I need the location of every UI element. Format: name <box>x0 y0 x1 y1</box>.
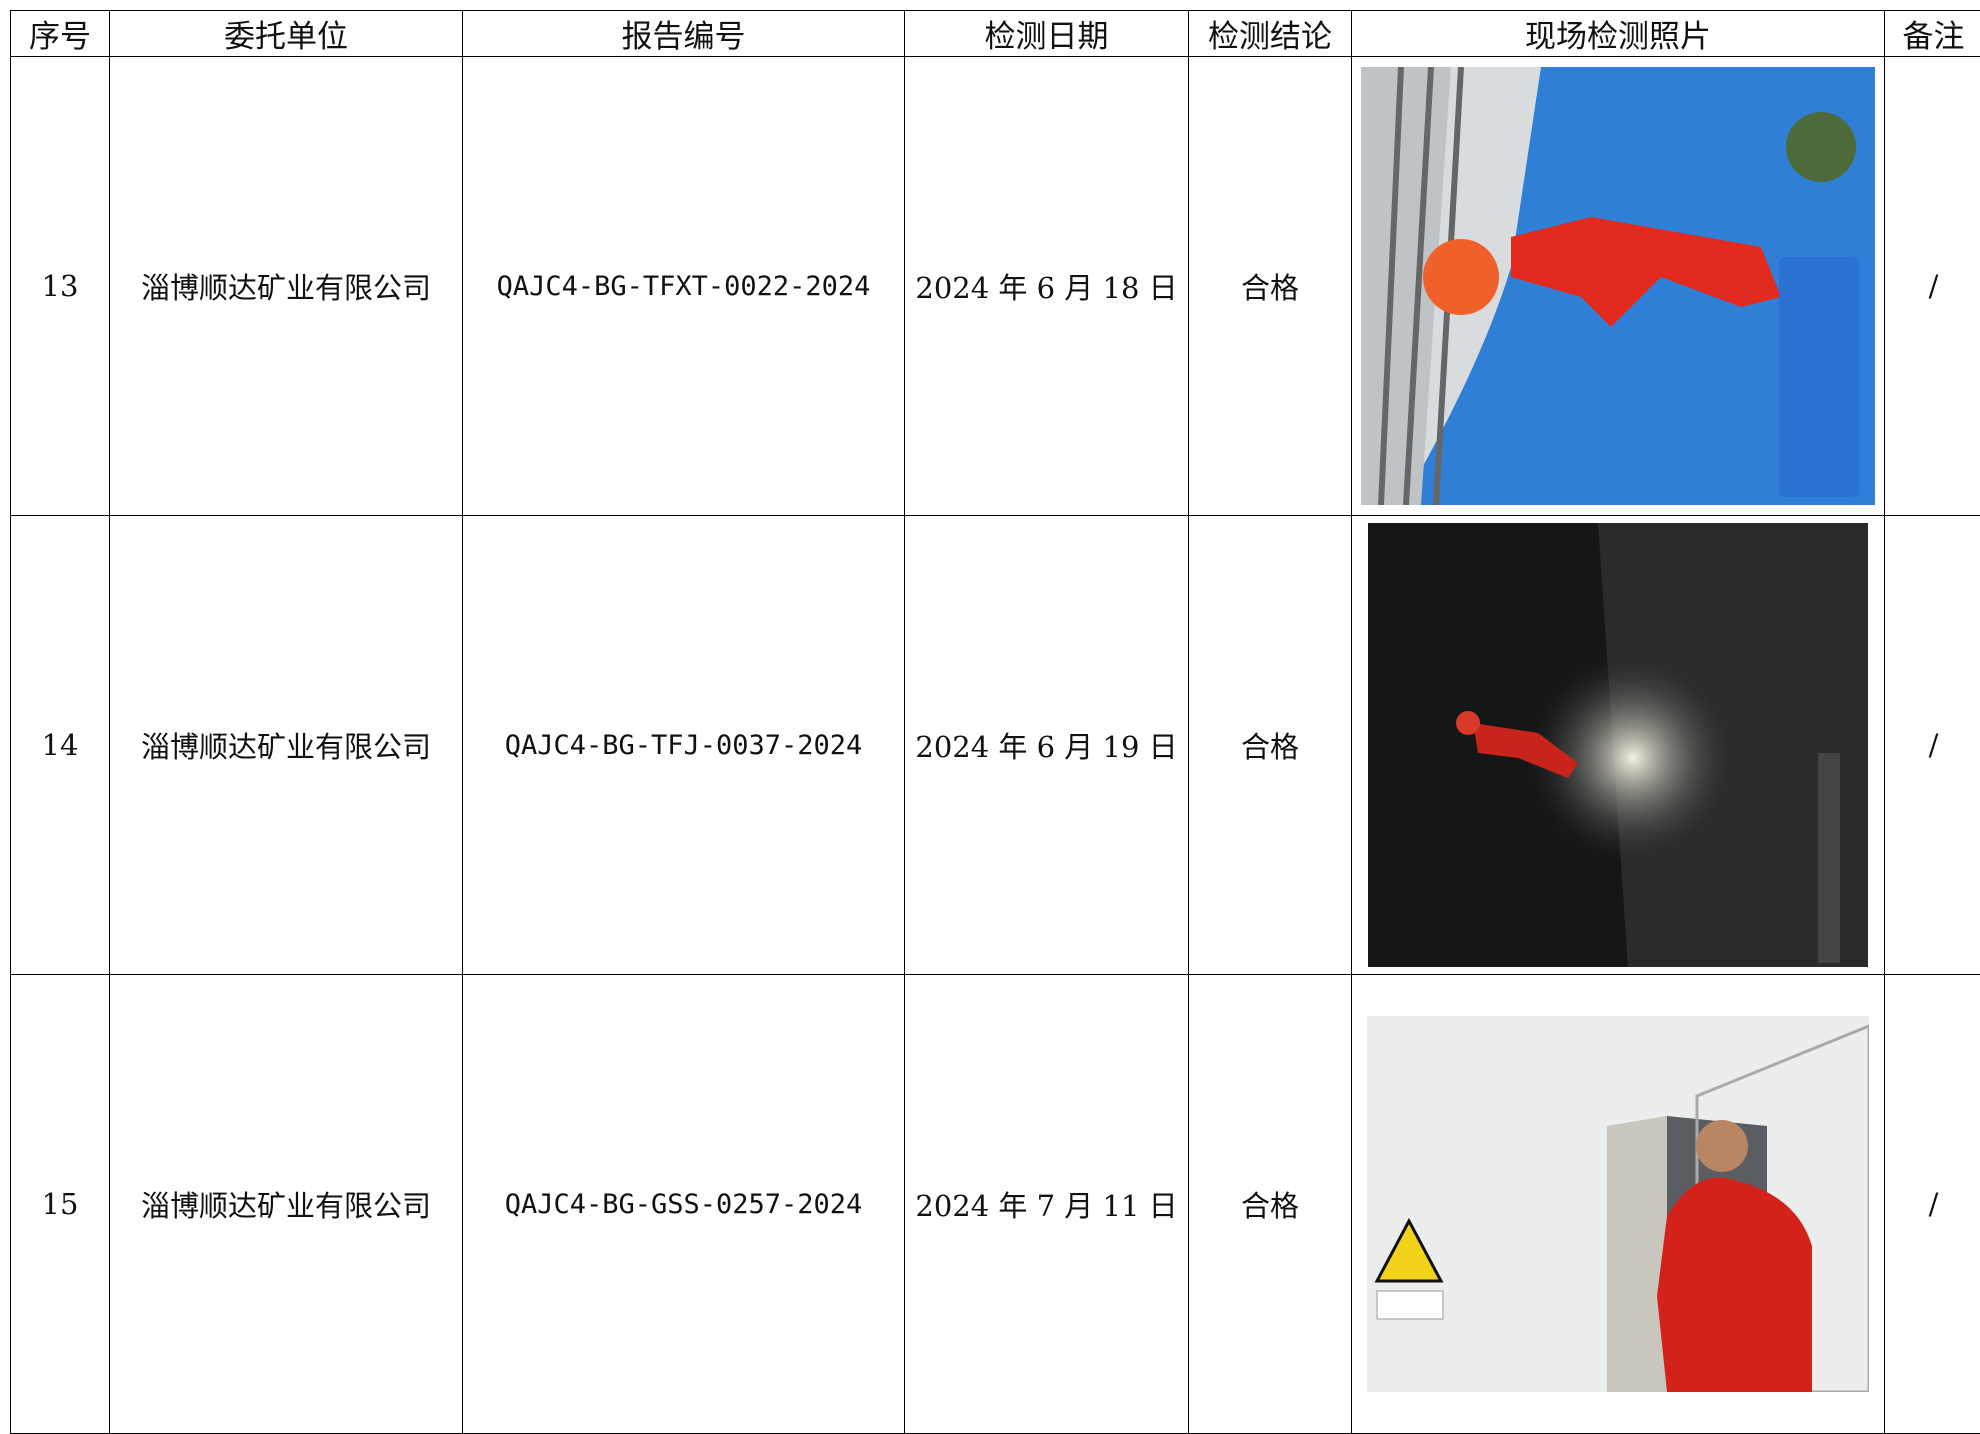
photo-cell <box>1352 57 1885 516</box>
cell: 2024 年 7 月 11 日 <box>905 975 1189 1434</box>
cell: 2024 年 6 月 18 日 <box>905 57 1189 516</box>
cell: 14 <box>11 516 110 975</box>
header-cell: 现场检测照片 <box>1352 11 1885 57</box>
photo-cell <box>1352 516 1885 975</box>
row: 14 淄博顺达矿业有限公司 QAJC4-BG-TFJ-0037-2024 202… <box>11 516 1980 975</box>
header-cell: 序号 <box>11 11 110 57</box>
photo <box>1367 1016 1869 1392</box>
cell: 15 <box>11 975 110 1434</box>
header-row: 序号 委托单位 报告编号 检测日期 检测结论 现场检测照片 备注 <box>11 11 1980 57</box>
header-cell: 报告编号 <box>463 11 905 57</box>
row: 15 淄博顺达矿业有限公司 QAJC4-BG-GSS-0257-2024 202… <box>11 975 1980 1434</box>
cell: QAJC4-BG-TFXT-0022-2024 <box>463 57 905 516</box>
photo <box>1368 523 1868 967</box>
header-cell: 委托单位 <box>110 11 463 57</box>
cell: / <box>1885 516 1980 975</box>
cell: 2024 年 6 月 19 日 <box>905 516 1189 975</box>
cell: QAJC4-BG-GSS-0257-2024 <box>463 975 905 1434</box>
photo-cell <box>1352 975 1885 1434</box>
cell: 淄博顺达矿业有限公司 <box>110 975 463 1434</box>
header-cell: 备注 <box>1885 11 1980 57</box>
cell: / <box>1885 57 1980 516</box>
header-cell: 检测日期 <box>905 11 1189 57</box>
report-table: 序号 委托单位 报告编号 检测日期 检测结论 现场检测照片 备注 13 淄博顺达… <box>10 10 1980 1434</box>
header-cell: 检测结论 <box>1189 11 1352 57</box>
cell: 13 <box>11 57 110 516</box>
cell: / <box>1885 975 1980 1434</box>
cell: 淄博顺达矿业有限公司 <box>110 516 463 975</box>
cell: QAJC4-BG-TFJ-0037-2024 <box>463 516 905 975</box>
row: 13 淄博顺达矿业有限公司 QAJC4-BG-TFXT-0022-2024 20… <box>11 57 1980 516</box>
cell: 合格 <box>1189 975 1352 1434</box>
photo <box>1361 67 1875 505</box>
cell: 合格 <box>1189 57 1352 516</box>
cell: 合格 <box>1189 516 1352 975</box>
cell: 淄博顺达矿业有限公司 <box>110 57 463 516</box>
